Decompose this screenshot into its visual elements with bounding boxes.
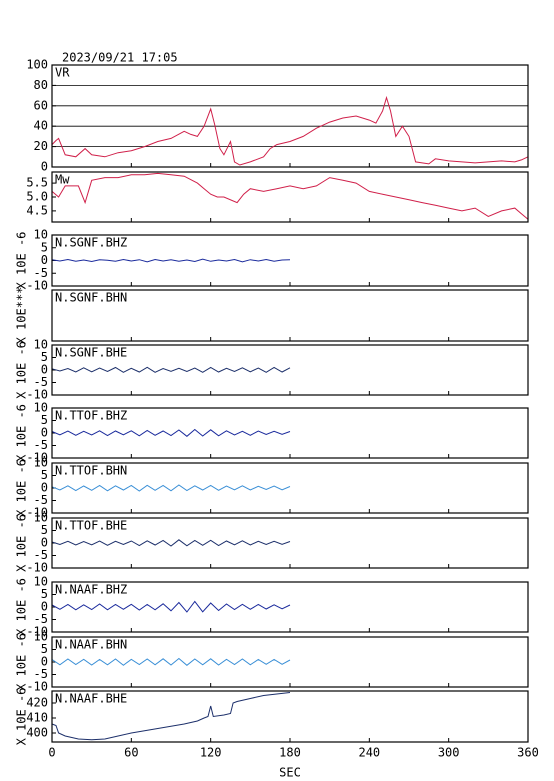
panel-label: Mw [55, 173, 70, 187]
y-axis-label: X 10E -6 [15, 688, 29, 746]
y-tick-label: -5 [34, 667, 48, 681]
panel-label: VR [55, 66, 70, 80]
y-tick-label: 20 [34, 139, 48, 153]
y-tick-label: 0 [41, 481, 48, 495]
y-tick-label: -10 [26, 625, 48, 639]
panel-frame [51, 517, 529, 569]
y-tick-label: 410 [26, 711, 48, 725]
trace [51, 600, 291, 613]
y-tick-label: -10 [26, 451, 48, 465]
y-tick-label: 80 [34, 78, 48, 92]
y-axis-label: X 10E -6 [15, 459, 29, 517]
y-tick-label: -10 [26, 388, 48, 402]
y-tick-label: 10 [34, 401, 48, 415]
y-tick-label: -10 [26, 561, 48, 575]
y-tick-label: -5 [34, 612, 48, 626]
y-tick-label: 5 [41, 240, 48, 254]
trace [51, 428, 291, 437]
y-tick-label: 0 [41, 600, 48, 614]
y-tick-label: -5 [34, 548, 48, 562]
y-tick-label: 5.0 [26, 190, 48, 204]
panel-frame [51, 234, 529, 287]
y-tick-label: -10 [26, 506, 48, 520]
trace [51, 95, 529, 166]
y-tick-label: 40 [34, 119, 48, 133]
y-tick-label: 10 [34, 338, 48, 352]
panel-label: N.SGNF.BHN [55, 291, 127, 305]
x-tick-label: 180 [279, 746, 301, 760]
y-tick-label: 5 [41, 642, 48, 656]
y-tick-label: 0 [41, 655, 48, 669]
y-tick-label: 100 [26, 58, 48, 72]
y-tick-label: 5 [41, 350, 48, 364]
y-axis-label: X 10E -6 [15, 514, 29, 572]
y-tick-label: 5 [41, 413, 48, 427]
y-tick-label: 10 [34, 228, 48, 242]
y-tick-label: 400 [26, 726, 48, 740]
x-tick-label: 0 [48, 746, 55, 760]
x-tick-label: 360 [517, 746, 539, 760]
trace [51, 484, 291, 492]
y-axis-label: X 10E -6 [15, 232, 29, 290]
panel-label: N.SGNF.BHZ [55, 236, 127, 250]
figure-title: 2023/09/21 17:05 [62, 51, 178, 65]
y-tick-label: 0 [41, 363, 48, 377]
y-tick-label: -5 [34, 493, 48, 507]
y-axis-label: X 10E -6 [15, 404, 29, 462]
trace [51, 258, 291, 263]
trace [51, 539, 291, 547]
panel-label: N.NAAF.BHE [55, 692, 127, 706]
trace [51, 172, 529, 220]
panel-frame [51, 636, 529, 688]
y-axis-label: X 10E -6 [15, 633, 29, 691]
y-tick-label: 10 [34, 456, 48, 470]
panel-frame [51, 690, 529, 743]
y-tick-label: 60 [34, 98, 48, 112]
y-tick-label: 0 [41, 426, 48, 440]
x-tick-label: 300 [438, 746, 460, 760]
panel-label: N.TTOF.BHN [55, 464, 127, 478]
y-tick-label: 0 [41, 536, 48, 550]
y-tick-label: 5.5 [26, 176, 48, 190]
y-tick-label: 10 [34, 630, 48, 644]
panel-frame [51, 171, 529, 223]
panel-label: N.SGNF.BHE [55, 346, 127, 360]
y-tick-label: 0 [41, 160, 48, 174]
y-tick-label: 5 [41, 523, 48, 537]
panel-label: N.NAAF.BHN [55, 638, 127, 652]
y-tick-label: 5 [41, 468, 48, 482]
panel-frame [51, 64, 529, 168]
y-tick-label: 10 [34, 511, 48, 525]
trace [51, 657, 291, 666]
x-axis-label: SEC [279, 766, 301, 780]
y-tick-label: -10 [26, 279, 48, 293]
panel-frame [51, 462, 529, 514]
panel-frame [51, 407, 529, 459]
y-tick-label: -5 [34, 266, 48, 280]
panel-frame [51, 344, 529, 396]
trace [51, 366, 291, 373]
panel-frame [51, 581, 529, 633]
panel-label: N.TTOF.BHE [55, 519, 127, 533]
trace [51, 692, 291, 741]
y-tick-label: 5 [41, 587, 48, 601]
x-tick-label: 60 [124, 746, 138, 760]
panel-frame [51, 289, 529, 342]
panel-label: N.NAAF.BHZ [55, 583, 127, 597]
panel-label: N.TTOF.BHZ [55, 409, 127, 423]
y-tick-label: -10 [26, 680, 48, 694]
y-axis-label: X 10E -6 [15, 341, 29, 399]
y-tick-label: 10 [34, 575, 48, 589]
x-tick-label: 240 [358, 746, 380, 760]
y-tick-label: 420 [26, 696, 48, 710]
y-tick-label: -5 [34, 375, 48, 389]
y-axis-label: X 10E -6 [15, 578, 29, 636]
y-tick-label: 4.5 [26, 203, 48, 217]
y-tick-label: 0 [41, 253, 48, 267]
y-axis-label: X 10E*** [15, 287, 29, 345]
x-tick-label: 120 [200, 746, 222, 760]
y-tick-label: -5 [34, 438, 48, 452]
